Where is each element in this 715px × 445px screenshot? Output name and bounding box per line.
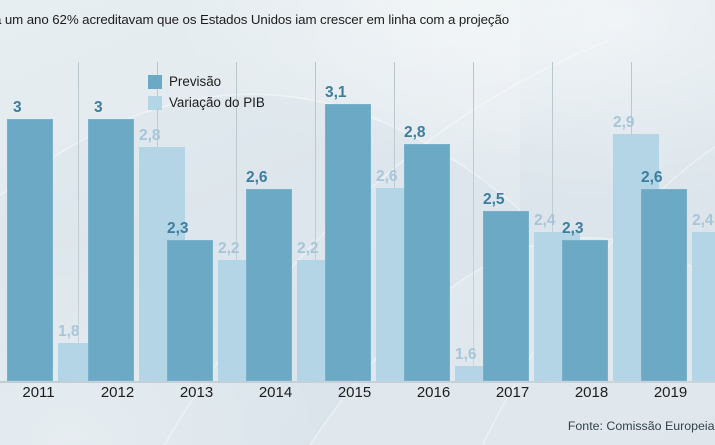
legend-item-variacao[interactable]: Variação do PIB <box>148 93 265 112</box>
bar-value-variacao-2013: 2,2 <box>218 239 240 257</box>
bar-previsao-2016[interactable] <box>404 144 450 381</box>
bar-value-previsao-2016: 2,8 <box>404 123 426 141</box>
x-tick-2015: 2015 <box>337 384 372 401</box>
group-separator <box>473 62 474 381</box>
legend-label-variacao: Variação do PIB <box>169 95 265 110</box>
bar-group-2017: 2,5 2,4 <box>473 62 580 381</box>
bar-value-variacao-2015: 2,6 <box>376 167 398 185</box>
x-tick-2014: 2014 <box>258 384 293 401</box>
chart-legend: Previsão Variação do PIB <box>148 72 265 114</box>
plot-area: 3 1,8 3 2,8 2,3 2,2 2,6 2,2 3,1 <box>0 62 715 381</box>
bar-value-previsao-2018: 2,3 <box>562 219 584 237</box>
group-separator <box>236 62 237 381</box>
bar-value-variacao-2017: 2,4 <box>534 211 556 229</box>
bar-previsao-2014[interactable] <box>246 189 292 381</box>
x-tick-2017: 2017 <box>495 384 530 401</box>
bar-previsao-2019[interactable] <box>641 189 687 381</box>
bar-value-previsao-2011: 3 <box>13 98 22 116</box>
bar-previsao-2012[interactable] <box>88 119 134 381</box>
group-separator <box>552 62 553 381</box>
bar-value-variacao-2011: 1,8 <box>58 322 80 340</box>
bar-value-previsao-2014: 2,6 <box>246 168 268 186</box>
bar-group-2011: 3 1,8 <box>0 62 104 381</box>
bar-previsao-2011[interactable] <box>7 119 53 381</box>
group-separator <box>78 62 79 381</box>
bar-value-variacao-2019: 2,4 <box>692 211 714 229</box>
source-note: Fonte: Comissão Europeia, F <box>567 419 715 433</box>
x-tick-2018: 2018 <box>574 384 609 401</box>
bar-value-variacao-2014: 2,2 <box>297 239 319 257</box>
bar-value-previsao-2013: 2,3 <box>167 219 189 237</box>
bar-previsao-2013[interactable] <box>167 240 213 381</box>
x-axis-labels: 2011 2012 2013 2014 2015 2016 2017 2018 … <box>0 384 715 410</box>
bar-value-previsao-2019: 2,6 <box>641 168 663 186</box>
group-separator <box>315 62 316 381</box>
bar-group-2018: 2,3 2,9 <box>552 62 659 381</box>
bar-variacao-2019[interactable] <box>692 232 715 381</box>
x-tick-2011: 2011 <box>22 384 55 401</box>
x-tick-2012: 2012 <box>100 384 135 401</box>
x-tick-2013: 2013 <box>179 384 214 401</box>
bar-group-2015: 3,1 2,6 <box>315 62 422 381</box>
bar-previsao-2018[interactable] <box>562 240 608 381</box>
bar-group-2019: 2,6 2,4 <box>631 62 715 381</box>
legend-swatch-variacao-icon <box>148 95 162 110</box>
legend-label-previsao: Previsão <box>169 74 222 89</box>
bar-previsao-2015[interactable] <box>325 104 371 381</box>
bar-value-previsao-2017: 2,5 <box>483 190 505 208</box>
bar-value-variacao-2016: 1,6 <box>455 345 477 363</box>
bar-previsao-2017[interactable] <box>483 211 529 381</box>
x-tick-2016: 2016 <box>416 384 451 401</box>
bar-group-2012: 3 2,8 <box>78 62 185 381</box>
bar-value-variacao-2012: 2,8 <box>139 126 161 144</box>
legend-swatch-previsao-icon <box>148 74 162 89</box>
x-axis-baseline <box>0 381 715 383</box>
x-tick-2019: 2019 <box>653 384 688 401</box>
page-title: á um ano 62% acreditavam que os Estados … <box>0 12 510 27</box>
bar-value-previsao-2015: 3,1 <box>325 83 347 101</box>
legend-item-previsao[interactable]: Previsão <box>148 72 265 91</box>
bar-group-2016: 2,8 1,6 <box>394 62 501 381</box>
bar-value-variacao-2018: 2,9 <box>613 113 635 131</box>
bar-value-previsao-2012: 3 <box>94 98 103 116</box>
